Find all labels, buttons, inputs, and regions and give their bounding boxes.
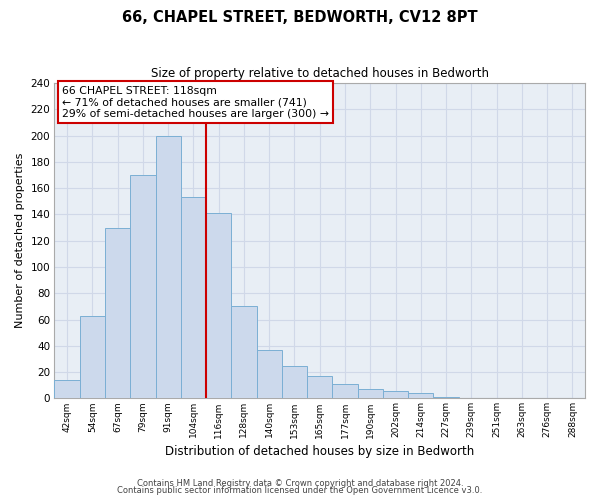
Bar	[105, 228, 130, 398]
Bar	[130, 175, 155, 398]
Bar	[332, 384, 358, 398]
Bar	[282, 366, 307, 398]
Bar	[408, 393, 433, 398]
Text: 66 CHAPEL STREET: 118sqm
← 71% of detached houses are smaller (741)
29% of semi-: 66 CHAPEL STREET: 118sqm ← 71% of detach…	[62, 86, 329, 119]
Bar	[181, 198, 206, 398]
Bar	[80, 316, 105, 398]
Bar	[55, 380, 80, 398]
X-axis label: Distribution of detached houses by size in Bedworth: Distribution of detached houses by size …	[165, 444, 475, 458]
Bar	[358, 389, 383, 398]
Bar	[232, 306, 257, 398]
Bar	[206, 213, 232, 398]
Bar	[307, 376, 332, 398]
Title: Size of property relative to detached houses in Bedworth: Size of property relative to detached ho…	[151, 68, 489, 80]
Y-axis label: Number of detached properties: Number of detached properties	[15, 153, 25, 328]
Bar	[257, 350, 282, 399]
Text: Contains HM Land Registry data © Crown copyright and database right 2024.: Contains HM Land Registry data © Crown c…	[137, 478, 463, 488]
Text: 66, CHAPEL STREET, BEDWORTH, CV12 8PT: 66, CHAPEL STREET, BEDWORTH, CV12 8PT	[122, 10, 478, 25]
Bar	[155, 136, 181, 398]
Text: Contains public sector information licensed under the Open Government Licence v3: Contains public sector information licen…	[118, 486, 482, 495]
Bar	[433, 397, 458, 398]
Bar	[383, 390, 408, 398]
